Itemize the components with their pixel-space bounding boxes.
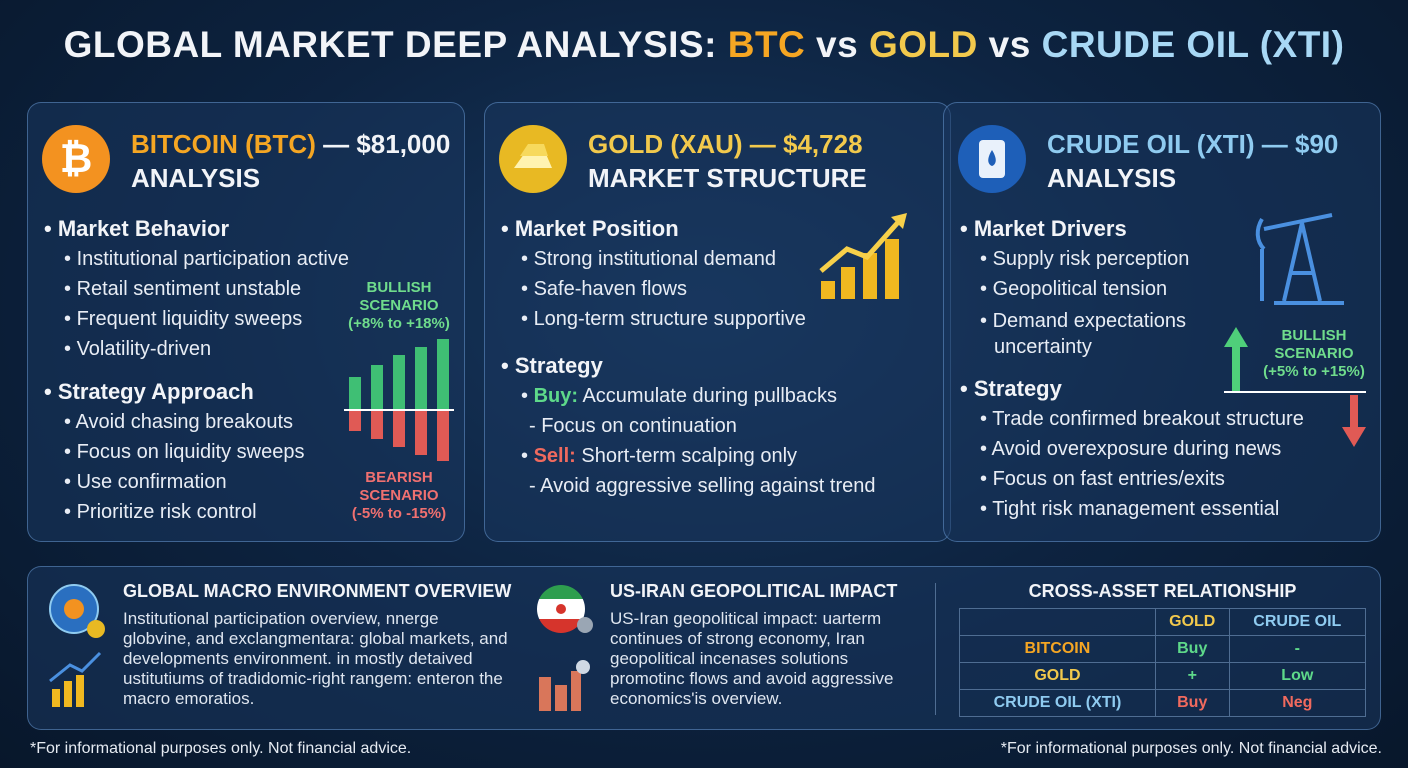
section-body: US-Iran geopolitical impact: uarterm con… — [610, 609, 894, 708]
section-title: US-IRAN GEOPOLITICAL IMPACT — [610, 581, 898, 601]
list-item: Long-term structure supportive — [521, 308, 806, 331]
asset-name: GOLD (XAU) — [588, 129, 743, 159]
list-item: Buy: Accumulate during pullbacks — [521, 385, 838, 408]
pumpjack-icon — [1255, 213, 1344, 305]
list-item: Trade confirmed breakout structure — [980, 408, 1304, 431]
bullish-label: BULLISH SCENARIO (+5% to +15%) — [1254, 327, 1374, 381]
list-item: Frequent liquidity sweeps — [64, 308, 303, 331]
label-line: BEARISH — [365, 469, 433, 486]
list-item: Supply risk perception — [980, 248, 1190, 271]
list-item: Geopolitical tension — [980, 278, 1168, 301]
title-part: GOLD — [868, 24, 978, 65]
table-cell: Buy — [1154, 689, 1230, 717]
row-header: CRUDE OIL (XTI) — [959, 689, 1156, 717]
sell-label: Sell: — [533, 445, 576, 467]
disclaimer: *For informational purposes only. Not fi… — [30, 740, 412, 757]
list-item: Avoid overexposure during news — [980, 438, 1281, 461]
list-item: Institutional participation active — [64, 248, 349, 271]
section-heading: Strategy Approach — [44, 379, 254, 405]
list-item: Demand expectations uncertainty — [980, 308, 1220, 360]
macro-icons — [49, 584, 105, 707]
table-cell: - — [1228, 635, 1367, 663]
section-title: GLOBAL MACRO ENVIRONMENT OVERVIEW — [123, 581, 512, 601]
panel-subtitle: MARKET STRUCTURE — [588, 163, 867, 193]
item-text: Short-term scalping only — [581, 445, 798, 467]
section-heading: Market Drivers — [960, 216, 1127, 242]
title-part: vs — [816, 24, 859, 65]
row-header: GOLD — [959, 662, 1156, 690]
asset-price: — $4,728 — [749, 129, 863, 159]
label-line: SCENARIO — [1274, 345, 1354, 362]
list-item: Sell: Short-term scalping only — [521, 445, 797, 468]
panel-subtitle: ANALYSIS — [131, 163, 261, 193]
section-heading: Strategy — [960, 376, 1062, 402]
list-item: - Avoid aggressive selling against trend — [529, 475, 876, 497]
oil-panel: CRUDE OIL (XTI) — $90 ANALYSIS Market Dr… — [943, 102, 1381, 542]
list-item: Safe-haven flows — [521, 278, 687, 301]
title: GLOBAL MARKET DEEP ANALYSIS: BTC vs GOLD… — [0, 24, 1408, 66]
section-heading: Market Behavior — [44, 216, 229, 242]
list-item: Strong institutional demand — [521, 248, 776, 271]
scenario-arrows — [1224, 327, 1366, 447]
title-part: CRUDE OIL (XTI) — [1041, 24, 1345, 65]
table-cell: Buy — [1154, 635, 1230, 663]
list-item: - Focus on continuation — [529, 415, 737, 437]
column-header: CRUDE OIL — [1228, 608, 1367, 636]
label-line: (+8% to +18%) — [348, 315, 450, 332]
divider — [935, 583, 936, 715]
btc-panel: ₿ BITCOIN (BTC) — $81,000 ANALYSIS Marke… — [27, 102, 465, 542]
list-item: Prioritize risk control — [64, 501, 257, 524]
bearish-label: BEARISH SCENARIO (-5% to -15%) — [339, 469, 459, 523]
table-cell: Low — [1228, 662, 1367, 690]
title-part: BTC — [727, 24, 806, 65]
label-line: BULLISH — [366, 279, 432, 296]
gold-icon — [499, 125, 567, 193]
panel-heading: BITCOIN (BTC) — $81,000 — [131, 129, 450, 160]
panel-heading: GOLD (XAU) — $4,728 — [588, 129, 863, 160]
geo-icons — [537, 585, 593, 711]
oil-icon — [958, 125, 1026, 193]
list-item: Use confirmation — [64, 471, 227, 494]
growth-icon — [819, 213, 907, 299]
table-cell: + — [1154, 662, 1230, 690]
section-body: Institutional participation overview, nn… — [123, 609, 508, 708]
scenario-bars — [344, 339, 454, 461]
column-header: GOLD — [1154, 608, 1230, 636]
panel-subtitle: ANALYSIS — [1047, 163, 1177, 193]
section-heading: Strategy — [501, 353, 603, 379]
cross-asset-table: GOLD CRUDE OIL BITCOIN Buy - GOLD + Low CRUDE… — [959, 608, 1367, 717]
asset-price: — $81,000 — [323, 129, 451, 159]
bottom-panel: GLOBAL MACRO ENVIRONMENT OVERVIEW Instit… — [27, 566, 1381, 730]
list-item: Focus on fast entries/exits — [980, 468, 1225, 491]
gold-panel: GOLD (XAU) — $4,728 MARKET STRUCTURE Mar… — [484, 102, 951, 542]
section-title: CROSS-ASSET RELATIONSHIP — [1028, 581, 1297, 601]
bullish-label: BULLISH SCENARIO (+8% to +18%) — [339, 279, 459, 333]
table-cell — [959, 608, 1156, 636]
row-header: BITCOIN — [959, 635, 1156, 663]
list-item: Volatility-driven — [64, 338, 212, 361]
label-line: SCENARIO — [359, 297, 439, 314]
list-item: Tight risk management essential — [980, 498, 1279, 521]
list-item: Retail sentiment unstable — [64, 278, 302, 301]
item-text: Accumulate during pullbacks — [582, 385, 838, 407]
list-item: Avoid chasing breakouts — [64, 411, 293, 434]
title-part: GLOBAL MARKET DEEP ANALYSIS: — [63, 24, 717, 65]
label-line: (-5% to -15%) — [351, 505, 447, 522]
label-line: SCENARIO — [359, 487, 439, 504]
title-part: vs — [988, 24, 1031, 65]
label-line: BULLISH — [1281, 327, 1347, 344]
asset-price: — $90 — [1261, 129, 1339, 159]
section-heading: Market Position — [501, 216, 679, 242]
asset-name: BITCOIN (BTC) — [131, 129, 316, 159]
list-item: Focus on liquidity sweeps — [64, 441, 305, 464]
label-line: (+5% to +15%) — [1263, 363, 1365, 380]
svg-text:₿: ₿ — [60, 136, 93, 182]
table-cell: Neg — [1228, 689, 1367, 717]
buy-label: Buy: — [533, 385, 579, 407]
panel-heading: CRUDE OIL (XTI) — $90 — [1047, 129, 1338, 160]
disclaimer: *For informational purposes only. Not fi… — [1000, 740, 1382, 757]
asset-name: CRUDE OIL (XTI) — [1047, 129, 1255, 159]
btc-icon: ₿ — [42, 125, 110, 193]
